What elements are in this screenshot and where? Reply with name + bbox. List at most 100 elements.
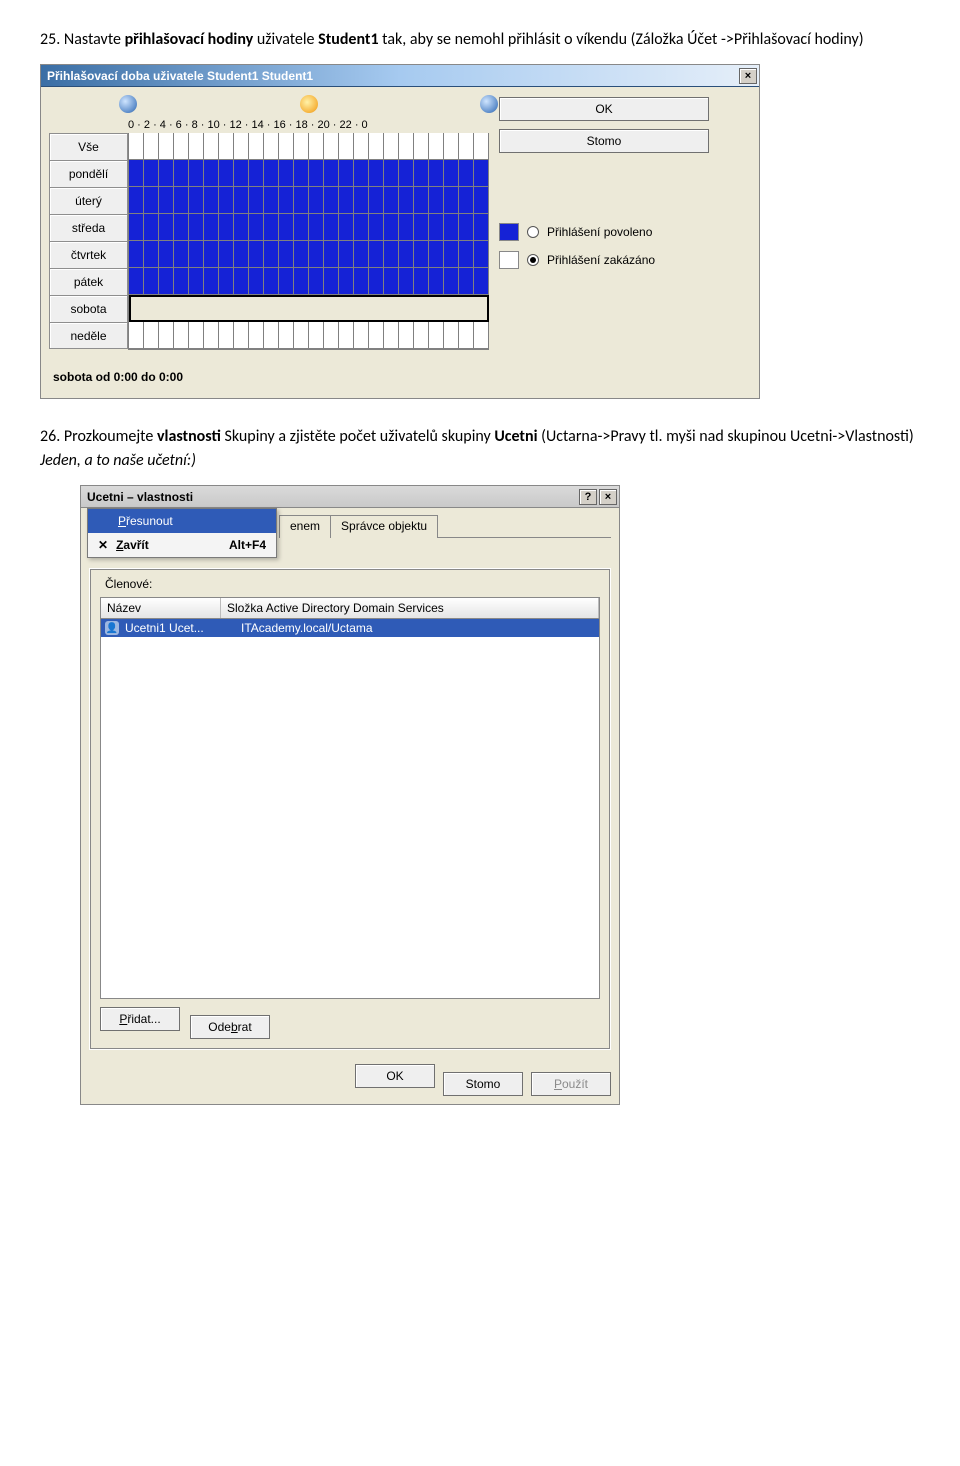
ok-button[interactable]: OK bbox=[499, 97, 709, 121]
menu-move[interactable]: Přesunout bbox=[88, 509, 276, 533]
remove-button[interactable]: Odebrat bbox=[190, 1015, 270, 1039]
hour-cell[interactable] bbox=[339, 160, 354, 187]
cancel-button[interactable]: Stomo bbox=[499, 129, 709, 153]
list-header[interactable]: Název Složka Active Directory Domain Ser… bbox=[100, 597, 600, 619]
hour-cell[interactable] bbox=[144, 160, 159, 187]
hour-cell[interactable] bbox=[249, 349, 264, 350]
hour-cell[interactable] bbox=[309, 214, 324, 241]
hour-cell[interactable] bbox=[474, 160, 489, 187]
hour-cell[interactable] bbox=[279, 214, 294, 241]
hour-cell[interactable] bbox=[129, 133, 144, 160]
apply-button[interactable]: Použít bbox=[531, 1072, 611, 1096]
hour-cell[interactable] bbox=[354, 187, 369, 214]
hour-cell[interactable] bbox=[459, 187, 474, 214]
hour-cell[interactable] bbox=[339, 322, 354, 349]
hour-cell[interactable] bbox=[279, 133, 294, 160]
hour-cell[interactable] bbox=[189, 187, 204, 214]
hour-cell[interactable] bbox=[354, 268, 369, 295]
hour-cell[interactable] bbox=[324, 133, 339, 160]
hour-cell[interactable] bbox=[399, 322, 414, 349]
hour-cell[interactable] bbox=[174, 349, 189, 350]
hour-cell[interactable] bbox=[204, 241, 219, 268]
hour-cell[interactable] bbox=[309, 187, 324, 214]
tab-owner[interactable]: Správce objektu bbox=[330, 515, 438, 538]
hour-cell[interactable] bbox=[249, 133, 264, 160]
hour-cell[interactable] bbox=[369, 160, 384, 187]
hour-cell[interactable] bbox=[429, 322, 444, 349]
titlebar[interactable]: Ucetni – vlastnosti ? × bbox=[81, 486, 619, 508]
hour-cell[interactable] bbox=[414, 241, 429, 268]
day-button[interactable]: středa bbox=[49, 214, 128, 241]
help-icon[interactable]: ? bbox=[579, 489, 597, 505]
hour-cell[interactable] bbox=[369, 268, 384, 295]
hour-cell[interactable] bbox=[204, 349, 219, 350]
hour-cell[interactable] bbox=[474, 241, 489, 268]
hour-cell[interactable] bbox=[159, 322, 174, 349]
hour-cell[interactable] bbox=[459, 214, 474, 241]
hour-cell[interactable] bbox=[369, 322, 384, 349]
hour-cell[interactable] bbox=[339, 133, 354, 160]
hour-cell[interactable] bbox=[294, 160, 309, 187]
hour-cell[interactable] bbox=[429, 241, 444, 268]
hour-cell[interactable] bbox=[159, 241, 174, 268]
hour-cell[interactable] bbox=[174, 187, 189, 214]
hour-cell[interactable] bbox=[264, 241, 279, 268]
hour-cell[interactable] bbox=[279, 187, 294, 214]
hour-cell[interactable] bbox=[354, 241, 369, 268]
member-list[interactable]: 👤 Ucetni1 Ucet... ITAcademy.local/Uctama bbox=[100, 619, 600, 999]
hour-cell[interactable] bbox=[429, 133, 444, 160]
hour-cell[interactable] bbox=[309, 133, 324, 160]
cancel-button[interactable]: Stomo bbox=[443, 1072, 523, 1096]
hour-cell[interactable] bbox=[264, 160, 279, 187]
hour-cell[interactable] bbox=[384, 214, 399, 241]
hour-cell[interactable] bbox=[399, 160, 414, 187]
hour-cell[interactable] bbox=[279, 241, 294, 268]
hour-cell[interactable] bbox=[279, 322, 294, 349]
hour-cell[interactable] bbox=[129, 214, 144, 241]
hour-cell[interactable] bbox=[249, 187, 264, 214]
hour-cell[interactable] bbox=[189, 160, 204, 187]
hour-cell[interactable] bbox=[309, 160, 324, 187]
titlebar[interactable]: Přihlašovací doba uživatele Student1 Stu… bbox=[41, 65, 759, 87]
hour-cell[interactable] bbox=[219, 241, 234, 268]
hour-cell[interactable] bbox=[324, 241, 339, 268]
hour-cell[interactable] bbox=[459, 268, 474, 295]
hour-cell[interactable] bbox=[324, 349, 339, 350]
hour-cell[interactable] bbox=[249, 160, 264, 187]
hour-cell[interactable] bbox=[324, 160, 339, 187]
hour-cell[interactable] bbox=[219, 187, 234, 214]
hour-cell[interactable] bbox=[429, 187, 444, 214]
hour-cell[interactable] bbox=[219, 214, 234, 241]
hour-cell[interactable] bbox=[144, 349, 159, 350]
hour-cell[interactable] bbox=[159, 214, 174, 241]
hour-cell[interactable] bbox=[369, 349, 384, 350]
hour-cell[interactable] bbox=[159, 349, 174, 350]
hour-cell[interactable] bbox=[459, 322, 474, 349]
hour-cell[interactable] bbox=[474, 214, 489, 241]
hour-cell[interactable] bbox=[189, 349, 204, 350]
hour-cell[interactable] bbox=[234, 133, 249, 160]
tab-managedby[interactable]: enem bbox=[279, 515, 331, 538]
hour-cell[interactable] bbox=[414, 133, 429, 160]
hour-cell[interactable] bbox=[204, 160, 219, 187]
hour-cell[interactable] bbox=[174, 322, 189, 349]
hour-cell[interactable] bbox=[249, 322, 264, 349]
hour-cell[interactable] bbox=[159, 268, 174, 295]
hour-cell[interactable] bbox=[384, 160, 399, 187]
hour-cell[interactable] bbox=[414, 322, 429, 349]
hour-cell[interactable] bbox=[429, 214, 444, 241]
hour-cell[interactable] bbox=[459, 160, 474, 187]
hour-cell[interactable] bbox=[174, 133, 189, 160]
hour-cell[interactable] bbox=[219, 268, 234, 295]
hour-cell[interactable] bbox=[399, 133, 414, 160]
hour-cell[interactable] bbox=[294, 268, 309, 295]
hour-cell[interactable] bbox=[144, 214, 159, 241]
hour-cell[interactable] bbox=[459, 133, 474, 160]
hour-cell[interactable] bbox=[264, 187, 279, 214]
hour-cell[interactable] bbox=[339, 187, 354, 214]
radio-allow[interactable] bbox=[527, 226, 539, 238]
hour-cell[interactable] bbox=[369, 214, 384, 241]
legend-allow[interactable]: Přihlášení povoleno bbox=[499, 223, 709, 241]
list-item[interactable]: 👤 Ucetni1 Ucet... ITAcademy.local/Uctama bbox=[101, 619, 599, 637]
hour-cell[interactable] bbox=[369, 133, 384, 160]
